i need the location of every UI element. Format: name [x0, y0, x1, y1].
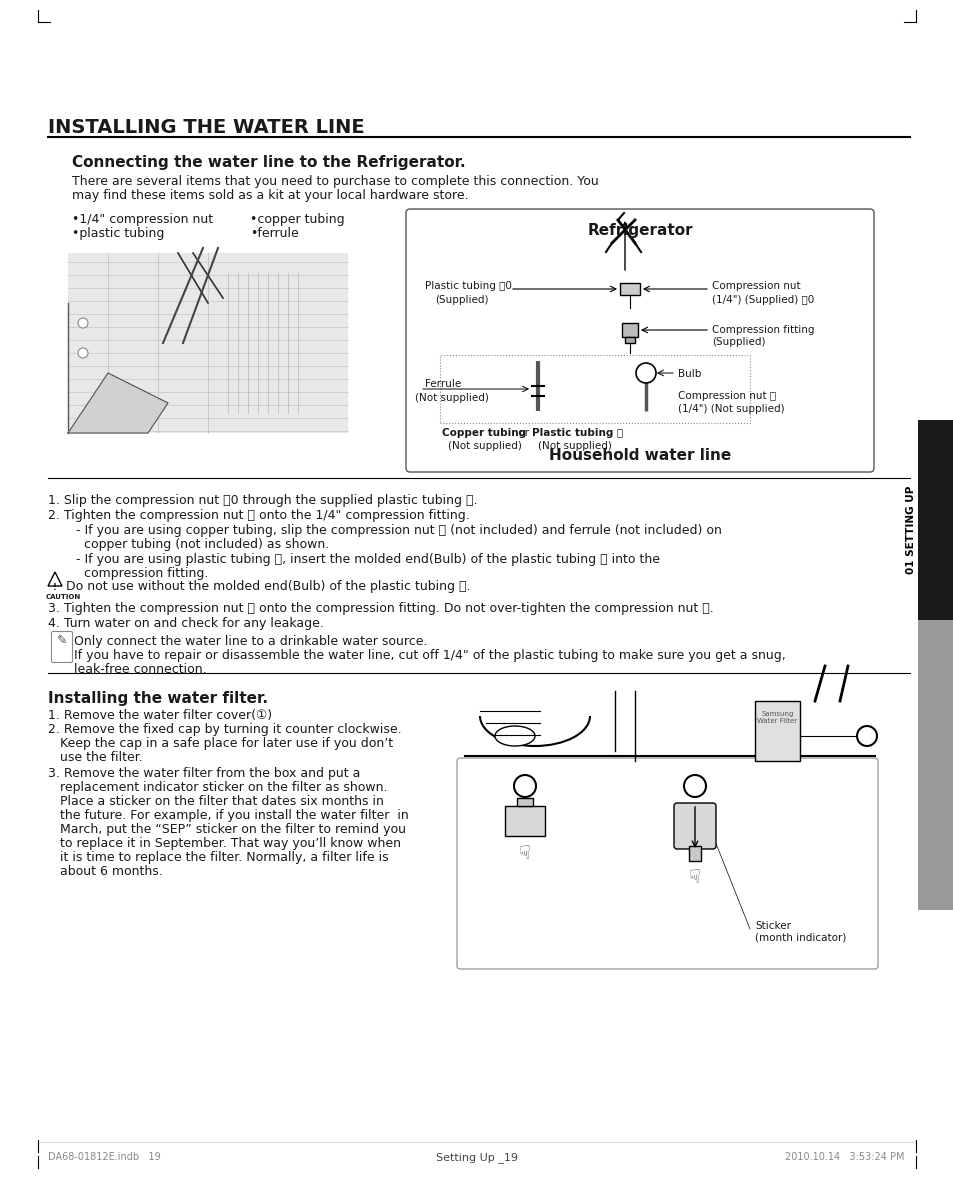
FancyBboxPatch shape	[673, 803, 716, 848]
Bar	[754, 701, 800, 760]
Text: about 6 months.: about 6 months.	[48, 865, 163, 878]
Text: - If you are using plastic tubing Ⓑ, insert the molded end(Bulb) of the plastic : - If you are using plastic tubing Ⓑ, ins…	[64, 553, 659, 566]
Text: Setting Up _19: Setting Up _19	[436, 1152, 517, 1163]
Text: to replace it in September. That way you’ll know when: to replace it in September. That way you…	[48, 837, 400, 850]
Text: 3: 3	[690, 782, 699, 795]
Text: 2. Tighten the compression nut ⑀ onto the 1/4" compression fitting.: 2. Tighten the compression nut ⑀ onto th…	[48, 509, 469, 522]
Text: Plastic tubing ⑀0: Plastic tubing ⑀0	[424, 281, 512, 292]
Text: (1/4") (Supplied) ⑀0: (1/4") (Supplied) ⑀0	[711, 295, 814, 305]
Text: DA68-01812E.indb   19: DA68-01812E.indb 19	[48, 1152, 161, 1161]
Text: •ferrule: •ferrule	[250, 227, 298, 240]
Text: 1: 1	[862, 732, 870, 743]
Text: (Supplied): (Supplied)	[711, 337, 764, 347]
Text: ☟: ☟	[518, 844, 531, 863]
Text: !: !	[53, 583, 57, 591]
Text: replacement indicator sticker on the filter as shown.: replacement indicator sticker on the fil…	[48, 781, 387, 794]
Text: There are several items that you need to purchase to complete this connection. Y: There are several items that you need to…	[71, 175, 598, 188]
Bar	[917, 420, 953, 620]
Text: Plastic tubing Ⓑ: Plastic tubing Ⓑ	[532, 428, 622, 438]
Text: (Supplied): (Supplied)	[435, 295, 488, 305]
Text: •copper tubing: •copper tubing	[250, 213, 344, 226]
Text: copper tubing (not included) as shown.: copper tubing (not included) as shown.	[64, 538, 329, 551]
Text: 2: 2	[520, 782, 529, 795]
Text: 2. Remove the fixed cap by turning it counter clockwise.: 2. Remove the fixed cap by turning it co…	[48, 724, 401, 735]
Text: 1. Remove the water filter cover(①): 1. Remove the water filter cover(①)	[48, 709, 272, 722]
Text: Refrigerator: Refrigerator	[587, 223, 692, 238]
FancyBboxPatch shape	[406, 209, 873, 472]
Text: 1. Slip the compression nut ⑀0 through the supplied plastic tubing ⑀.: 1. Slip the compression nut ⑀0 through t…	[48, 494, 477, 507]
Circle shape	[856, 726, 876, 746]
Text: Sticker: Sticker	[754, 921, 790, 931]
Text: - If you are using copper tubing, slip the compression nut Ⓑ (not included) and : - If you are using copper tubing, slip t…	[64, 524, 721, 537]
Bar	[517, 798, 533, 806]
Text: or: or	[515, 428, 532, 438]
Text: 3. Tighten the compression nut Ⓑ onto the compression fitting. Do not over-tight: 3. Tighten the compression nut Ⓑ onto th…	[48, 602, 713, 615]
Text: (Not supplied): (Not supplied)	[448, 441, 521, 451]
Text: Ferrule: Ferrule	[424, 378, 460, 389]
Ellipse shape	[495, 726, 535, 746]
Text: it is time to replace the filter. Normally, a filter life is: it is time to replace the filter. Normal…	[48, 851, 388, 864]
Text: Compression nut: Compression nut	[711, 281, 800, 292]
Text: Compression nut Ⓑ: Compression nut Ⓑ	[678, 392, 776, 401]
Text: (Not supplied): (Not supplied)	[415, 393, 488, 403]
Polygon shape	[68, 372, 168, 433]
Text: Copper tubing: Copper tubing	[441, 428, 525, 438]
Text: ✎: ✎	[56, 634, 67, 647]
Text: •plastic tubing: •plastic tubing	[71, 227, 164, 240]
Bar	[621, 322, 638, 337]
Text: INSTALLING THE WATER LINE: INSTALLING THE WATER LINE	[48, 118, 364, 137]
FancyBboxPatch shape	[51, 632, 72, 663]
Bar	[439, 355, 749, 422]
Text: leak-free connection.: leak-free connection.	[74, 663, 207, 676]
Text: Connecting the water line to the Refrigerator.: Connecting the water line to the Refrige…	[71, 155, 465, 170]
Text: Do not use without the molded end(Bulb) of the plastic tubing Ⓑ.: Do not use without the molded end(Bulb) …	[66, 580, 470, 593]
Bar	[68, 253, 348, 433]
Text: 01 SETTING UP: 01 SETTING UP	[905, 486, 915, 575]
Text: Place a sticker on the filter that dates six months in: Place a sticker on the filter that dates…	[48, 795, 383, 808]
Circle shape	[78, 347, 88, 358]
Text: Only connect the water line to a drinkable water source.: Only connect the water line to a drinkab…	[74, 635, 427, 649]
Circle shape	[78, 318, 88, 328]
Text: March, put the “SEP” sticker on the filter to remind you: March, put the “SEP” sticker on the filt…	[48, 823, 406, 837]
Text: 3. Remove the water filter from the box and put a: 3. Remove the water filter from the box …	[48, 768, 360, 779]
Text: ☟: ☟	[688, 868, 700, 887]
Text: (Not supplied): (Not supplied)	[537, 441, 611, 451]
Text: (month indicator): (month indicator)	[754, 933, 845, 942]
Text: Installing the water filter.: Installing the water filter.	[48, 691, 268, 706]
Text: use the filter.: use the filter.	[48, 751, 143, 764]
Bar	[619, 283, 639, 295]
Text: •1/4" compression nut: •1/4" compression nut	[71, 213, 213, 226]
Text: 2010.10.14   3:53:24 PM: 2010.10.14 3:53:24 PM	[784, 1152, 904, 1161]
FancyBboxPatch shape	[456, 758, 877, 969]
Text: Compression fitting: Compression fitting	[711, 325, 814, 336]
Text: (1/4") (Not supplied): (1/4") (Not supplied)	[678, 403, 783, 414]
Text: 4. Turn water on and check for any leakage.: 4. Turn water on and check for any leaka…	[48, 616, 323, 630]
Bar	[917, 620, 953, 910]
Text: compression fitting.: compression fitting.	[64, 566, 208, 580]
Text: Keep the cap in a safe place for later use if you don’t: Keep the cap in a safe place for later u…	[48, 737, 393, 750]
Text: CAUTION: CAUTION	[46, 594, 81, 600]
Text: If you have to repair or disassemble the water line, cut off 1/4" of the plastic: If you have to repair or disassemble the…	[74, 649, 785, 662]
Text: Household water line: Household water line	[548, 447, 730, 463]
Text: Samsung
Water Filter: Samsung Water Filter	[757, 710, 797, 724]
Text: may find these items sold as a kit at your local hardware store.: may find these items sold as a kit at yo…	[71, 189, 468, 202]
Circle shape	[683, 775, 705, 797]
Circle shape	[636, 363, 656, 383]
Circle shape	[514, 775, 536, 797]
Bar	[624, 337, 635, 343]
Text: Bulb: Bulb	[678, 369, 700, 378]
Text: the future. For example, if you install the water filter  in: the future. For example, if you install …	[48, 809, 408, 822]
Bar	[504, 806, 544, 837]
Bar	[688, 846, 700, 862]
